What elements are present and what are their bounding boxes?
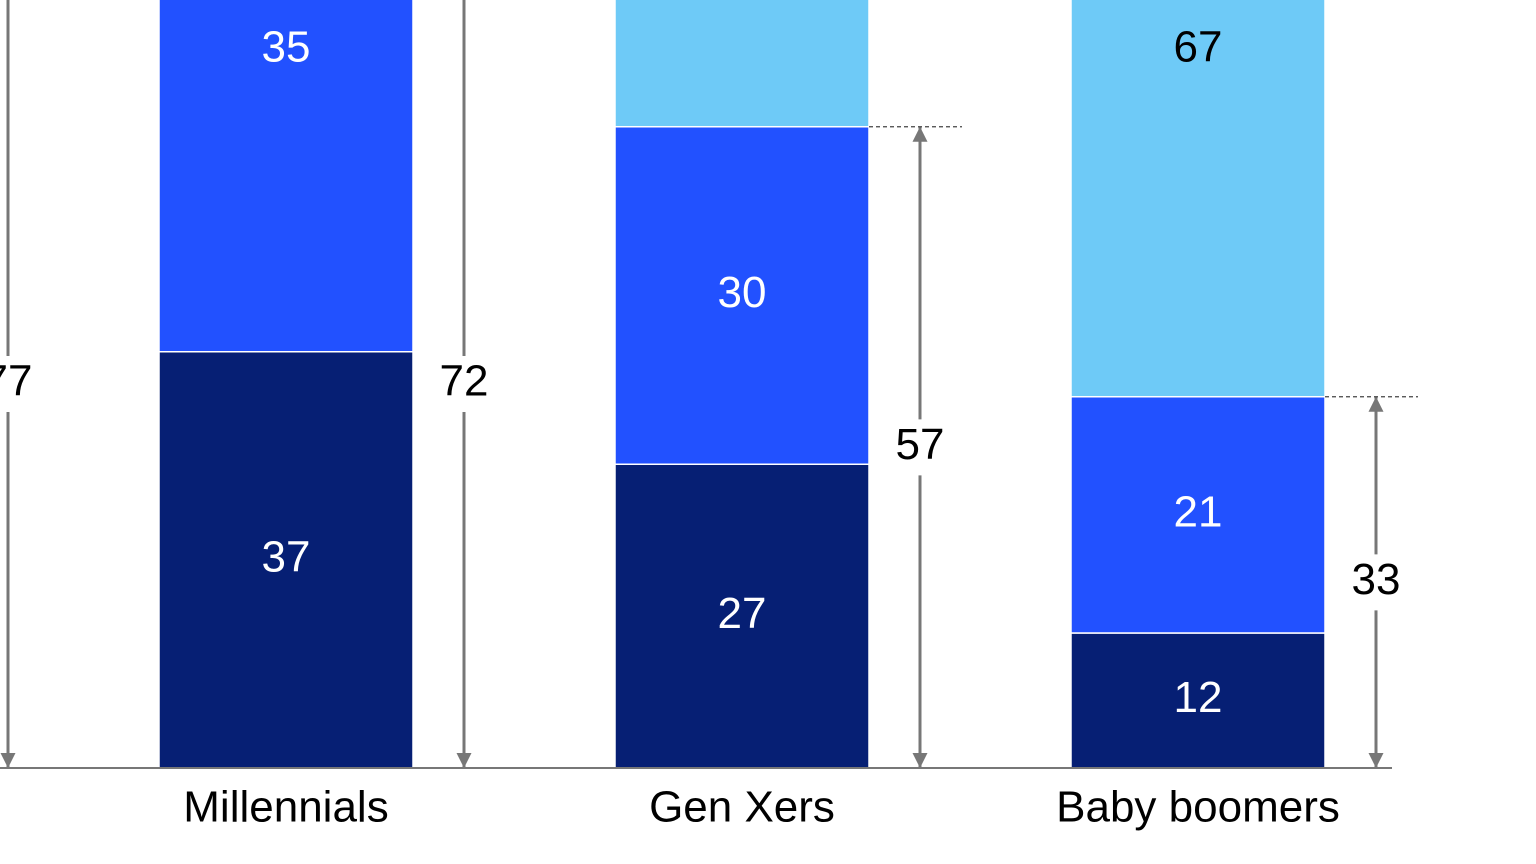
bar-segment (614, 0, 870, 128)
segment-label: 12 (1174, 673, 1223, 722)
segment-label: 27 (718, 589, 767, 638)
x-tick-label: Gen Xers (649, 783, 835, 832)
total-label-bg (0, 356, 38, 412)
bar-segment (1070, 632, 1326, 769)
total-label-bg (434, 356, 494, 412)
bar-segment (1070, 396, 1326, 634)
bar-segment (1070, 0, 1326, 398)
x-tick-label: Baby boomers (1056, 783, 1340, 832)
total-label-bg (890, 419, 950, 476)
total-label: 72 (440, 357, 489, 406)
segment-label: 35 (262, 23, 311, 72)
segment-label: 21 (1174, 488, 1223, 537)
segment-label: 30 (718, 268, 767, 317)
segment-label: 37 (262, 533, 311, 582)
total-label: 33 (1352, 555, 1401, 604)
segment-label: 67 (1174, 23, 1223, 72)
total-label: 77 (0, 357, 32, 406)
bar-segment (158, 351, 414, 769)
total-label: 57 (896, 420, 945, 469)
x-tick-label: Millennials (183, 783, 388, 832)
total-label-bg (1346, 554, 1406, 611)
bar-segment (614, 126, 870, 465)
bar-segment (158, 0, 414, 353)
